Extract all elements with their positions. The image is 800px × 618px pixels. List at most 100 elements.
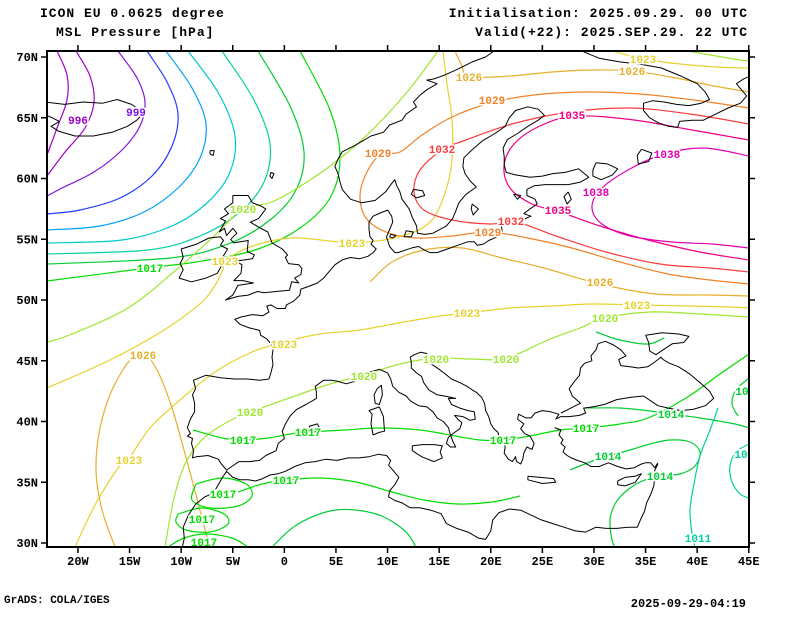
coastline — [411, 444, 443, 463]
coastline — [269, 171, 275, 179]
lon-tick-label: 20W — [67, 555, 89, 569]
contour-line-1014 — [569, 439, 701, 547]
lon-tick-label: 35E — [635, 555, 657, 569]
contour-label: 1035 — [559, 111, 586, 123]
lat-tick-label: 30N — [16, 537, 38, 551]
lon-tick-label: 30E — [583, 555, 605, 569]
field-title: MSL Pressure [hPa] — [56, 25, 215, 40]
contour-line-1008 — [47, 51, 237, 244]
contour-line-1032 — [413, 107, 749, 273]
contour-line-1035 — [503, 115, 749, 261]
contour-label: 996 — [68, 116, 88, 128]
coastline — [47, 99, 145, 137]
contour-label: 1014 — [658, 410, 685, 422]
contour-line-1017 — [190, 477, 253, 509]
contour-label: 1035 — [545, 206, 572, 218]
coastline — [178, 236, 229, 283]
contour-line-1017 — [47, 51, 341, 282]
coastline — [186, 51, 715, 471]
contour-line-1011 — [729, 443, 749, 499]
coastline — [513, 193, 522, 200]
contour-label: 1026 — [619, 67, 645, 79]
lat-tick-label: 45N — [16, 355, 38, 369]
contour-label: 1011 — [685, 534, 712, 546]
lat-tick-label: 35N — [16, 476, 38, 490]
coastline — [580, 51, 749, 128]
contour-label: 1020 — [351, 372, 377, 384]
contour-label: 1017 — [137, 264, 163, 276]
contour-line-1026 — [95, 350, 211, 547]
coastline — [563, 191, 572, 205]
contour-label: 1017 — [295, 428, 321, 440]
coastline — [410, 188, 426, 199]
coastline — [592, 162, 619, 181]
contour-label: 1026 — [130, 351, 156, 363]
contour-label: 1017 — [230, 436, 256, 448]
contour-label: 1020 — [493, 355, 519, 367]
lat-tick-label: 65N — [16, 112, 38, 126]
contour-label: 1026 — [456, 73, 482, 85]
contour-line-1023 — [47, 51, 454, 389]
contour-label: 1020 — [237, 408, 263, 420]
contour-label: 1032 — [498, 217, 524, 229]
contour-label: 1023 — [630, 55, 657, 67]
contour-line-1014 — [595, 331, 665, 345]
coastline — [470, 203, 479, 216]
lat-tick-label: 55N — [16, 233, 38, 247]
contour-line-1014 — [47, 51, 305, 265]
contour-line-1014 — [271, 508, 417, 547]
contour-line-1026 — [454, 51, 749, 93]
coastline — [554, 427, 659, 470]
contour-line-993 — [47, 51, 69, 156]
model-title: ICON EU 0.0625 degree — [40, 6, 225, 21]
lon-tick-label: 15W — [119, 555, 141, 569]
contour-label: 1029 — [475, 228, 501, 240]
contour-line-1029 — [359, 91, 749, 285]
contour-label: 1023 — [271, 340, 298, 352]
contour-label: 1020 — [423, 355, 449, 367]
coastline — [308, 423, 320, 431]
lon-tick-label: 20E — [480, 555, 502, 569]
coastline — [645, 332, 690, 356]
coastline — [636, 148, 653, 165]
contour-line-1002 — [47, 51, 179, 215]
contour-label: 999 — [126, 108, 146, 120]
contour-label: 1023 — [624, 301, 651, 313]
lon-tick-label: 5W — [226, 555, 241, 569]
contour-label: 1029 — [365, 149, 391, 161]
contour-label: 1020 — [230, 205, 256, 217]
coastline — [389, 233, 397, 239]
contour-label: 1017 — [273, 476, 299, 488]
contour-label: 1014 — [595, 452, 622, 464]
contour-label: 1026 — [587, 278, 613, 290]
lat-tick-label: 70N — [16, 51, 38, 65]
contour-label: 1014 — [647, 472, 674, 484]
lon-tick-label: 25E — [532, 555, 554, 569]
contour-label: 1023 — [339, 239, 366, 251]
coastline — [403, 230, 414, 238]
lon-tick-label: 40E — [686, 555, 708, 569]
coastline — [373, 384, 383, 405]
contour-label: 1020 — [592, 314, 618, 326]
lon-tick-label: 5E — [329, 555, 343, 569]
lat-tick-label: 60N — [16, 173, 38, 187]
creation-timestamp: 2025-09-29-04:19 — [630, 597, 746, 611]
valid-time-label: Valid(+22): 2025.SEP.29. 22 UTC — [475, 25, 748, 40]
coastline — [617, 473, 642, 487]
lat-tick-label: 40N — [16, 416, 38, 430]
grads-credit: GrADS: COLA/IGES — [4, 595, 110, 607]
coastline — [181, 453, 659, 547]
lon-tick-label: 15E — [428, 555, 450, 569]
contour-line-1017 — [167, 533, 249, 547]
contour-line-1017 — [237, 477, 521, 505]
contour-label: 1038 — [654, 150, 681, 162]
contour-line-1005 — [47, 51, 207, 231]
contour-label: 1038 — [583, 188, 610, 200]
contour-line-1014 — [584, 407, 749, 429]
contour-line-1038 — [591, 147, 749, 249]
contour-label: 1029 — [479, 96, 505, 108]
init-time-label: Initialisation: 2025.09.29. 00 UTC — [448, 6, 748, 21]
lon-tick-label: 0 — [281, 555, 288, 569]
